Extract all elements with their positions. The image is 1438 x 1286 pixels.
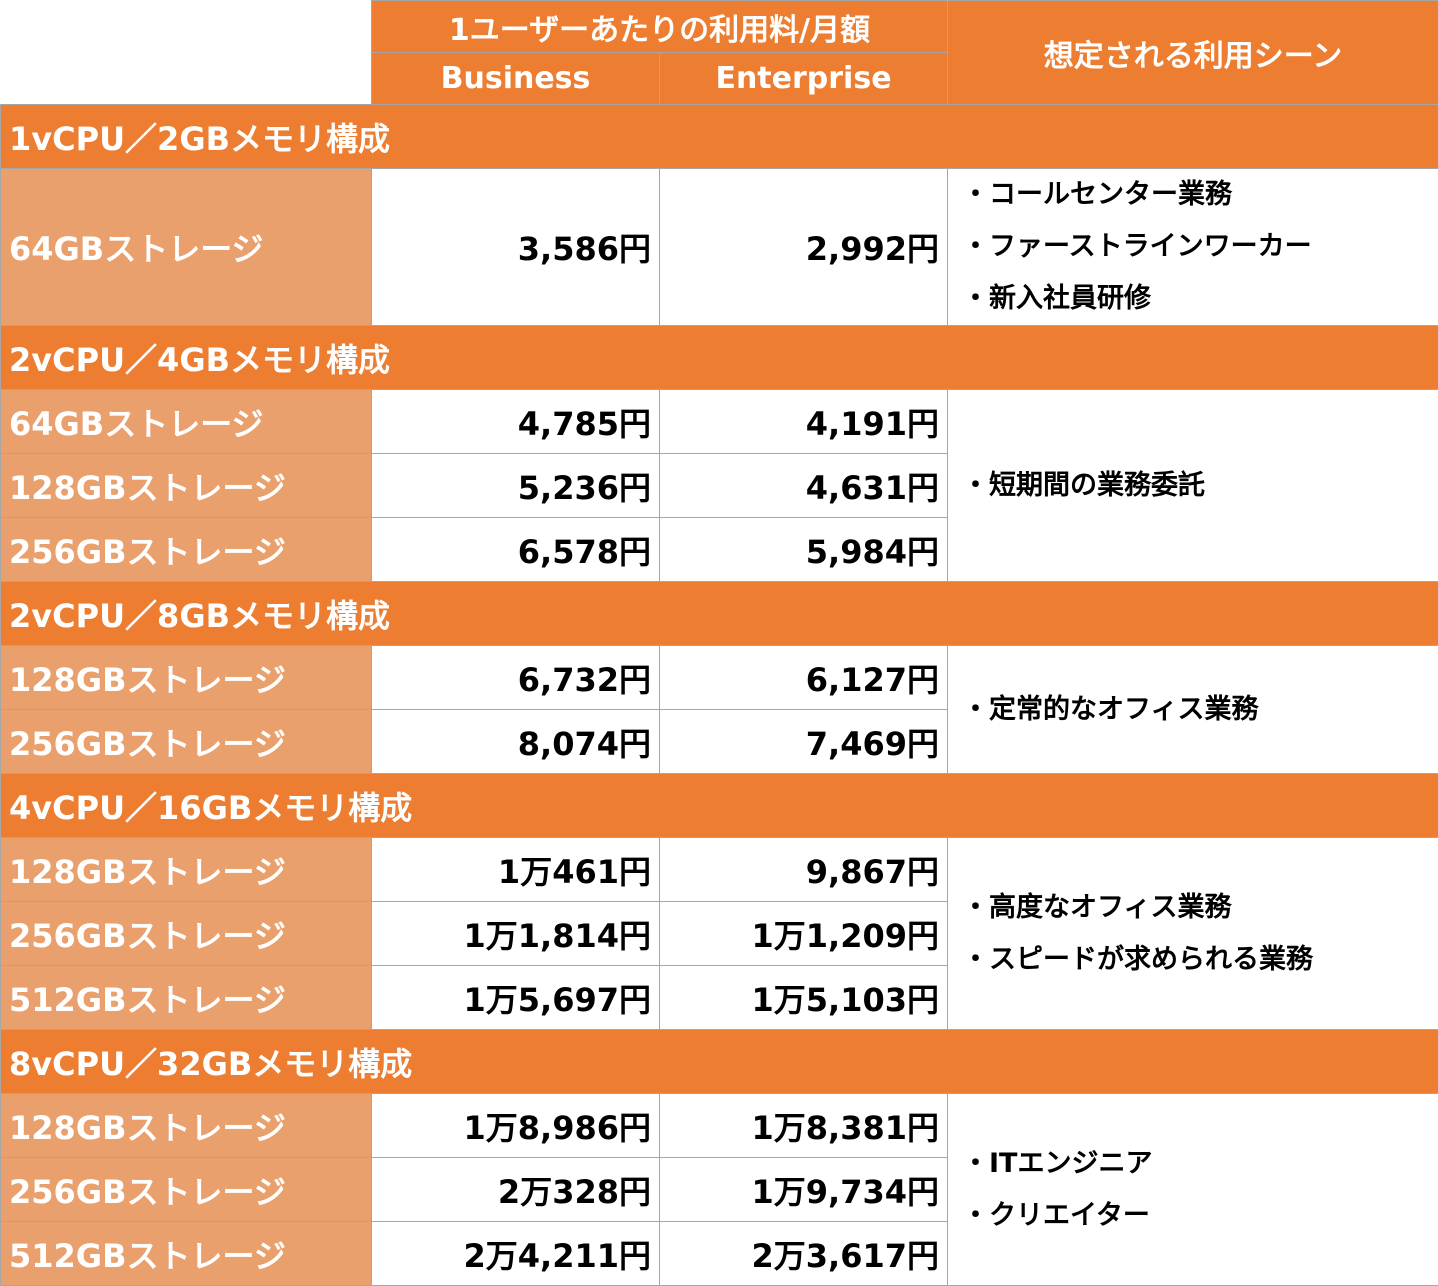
storage-label: 256GBストレージ [0,517,372,582]
enterprise-price: 1万8,381円 [658,1093,949,1158]
usage-scene-cell: ・定常的なオフィス業務 [947,645,1438,774]
storage-label: 128GBストレージ [0,837,372,902]
enterprise-price: 1万5,103円 [658,965,949,1030]
storage-row: 256GBストレージ 6,578円 5,984円 [0,517,1438,582]
business-price: 2万328円 [371,1157,660,1222]
scene-header: 想定される利用シーン [947,0,1438,105]
config-group-title: 2vCPU／8GBメモリ構成 [0,581,1438,646]
storage-row: 256GBストレージ 2万328円 1万9,734円 [0,1157,1438,1222]
business-price: 4,785円 [371,389,660,454]
config-group-row: 8vCPU／32GBメモリ構成 [0,1029,1438,1094]
storage-label: 256GBストレージ [0,1157,372,1222]
config-group-row: 2vCPU／4GBメモリ構成 [0,325,1438,390]
config-group-title: 4vCPU／16GBメモリ構成 [0,773,1438,838]
enterprise-price: 4,191円 [658,389,949,454]
usage-scene-item: ・ファーストラインワーカー [962,231,1312,262]
storage-row: 128GBストレージ 1万461円 9,867円 ・高度なオフィス業務・スピードが求め… [0,837,1438,1030]
storage-label: 128GBストレージ [0,453,372,518]
business-price: 6,578円 [371,517,660,582]
config-group-row: 4vCPU／16GBメモリ構成 [0,773,1438,838]
storage-row: 64GBストレージ 3,586円 2,992円 ・コールセンター業務・ファーストライン… [0,168,1438,326]
config-group-title: 8vCPU／32GBメモリ構成 [0,1029,1438,1094]
business-price: 5,236円 [371,453,660,518]
usage-scene-cell: ・コールセンター業務・ファーストラインワーカー ・新入社員研修 [947,168,1438,326]
storage-row: 512GBストレージ 2万4,211円 2万3,617円 [0,1221,1438,1286]
business-price: 1万5,697円 [371,965,660,1030]
business-price: 8,074円 [371,709,660,774]
usage-scene-item: ・高度なオフィス業務 [962,891,1232,923]
storage-row: 128GBストレージ 5,236円 4,631円 [0,453,1438,518]
usage-scene-item: ・コールセンター業務 [962,179,1233,210]
config-group-title: 1vCPU／2GBメモリ構成 [0,104,1438,169]
business-price: 3,586円 [371,168,660,326]
usage-scene-item: ・スピードが求められる業務 [962,943,1314,975]
storage-row: 128GBストレージ 1万8,986円 1万8,381円 ・ITエンジニア ・クリエイタ… [0,1093,1438,1286]
storage-label: 512GBストレージ [0,1221,372,1286]
storage-label: 64GBストレージ [0,389,372,454]
usage-scene-cell: ・高度なオフィス業務・スピードが求められる業務 [947,837,1438,1030]
enterprise-price: 6,127円 [658,645,949,710]
business-price: 1万1,814円 [371,901,660,966]
header-row-top: 1ユーザーあたりの利用料/月額 想定される利用シーン [0,0,1438,105]
enterprise-header: Enterprise [658,52,949,105]
enterprise-price: 5,984円 [658,517,949,582]
config-group-row: 2vCPU／8GBメモリ構成 [0,581,1438,646]
usage-scene-item: ・ITエンジニア [962,1147,1153,1179]
business-price: 6,732円 [371,645,660,710]
enterprise-price: 1万9,734円 [658,1157,949,1222]
header-row-plans: Business Enterprise [1,52,1438,105]
storage-row: 256GBストレージ 8,074円 7,469円 [0,709,1438,774]
config-group-row: 1vCPU／2GBメモリ構成 [0,104,1438,169]
business-price: 1万461円 [371,837,660,902]
usage-scene-cell: ・短期間の業務委託 [947,389,1438,582]
storage-label: 256GBストレージ [0,709,372,774]
enterprise-price: 2,992円 [658,168,949,326]
storage-row: 128GBストレージ 6,732円 6,127円 ・定常的なオフィス業務 [0,645,1438,774]
enterprise-price: 9,867円 [658,837,949,902]
usage-scene-item: ・新入社員研修 [962,283,1152,314]
enterprise-price: 1万1,209円 [658,901,949,966]
enterprise-price: 4,631円 [658,453,949,518]
corner-cell [0,0,372,105]
business-price: 2万4,211円 [371,1221,660,1286]
monthly-fee-header: 1ユーザーあたりの利用料/月額 [370,0,949,53]
usage-scene-item: ・短期間の業務委託 [962,469,1206,501]
business-header: Business [371,52,660,105]
usage-scene-cell: ・ITエンジニア ・クリエイター [947,1093,1438,1286]
enterprise-price: 2万3,617円 [658,1221,949,1286]
usage-scene-item: ・クリエイター [962,1199,1150,1231]
storage-label: 256GBストレージ [0,901,372,966]
storage-label: 512GBストレージ [0,965,372,1030]
storage-label: 128GBストレージ [0,645,372,710]
storage-row: 64GBストレージ 4,785円 4,191円 ・短期間の業務委託 [0,389,1438,582]
storage-label: 64GBストレージ [0,168,372,326]
storage-label: 128GBストレージ [0,1093,372,1158]
business-price: 1万8,986円 [371,1093,660,1158]
enterprise-price: 7,469円 [658,709,949,774]
storage-row: 256GBストレージ 1万1,814円 1万1,209円 [0,901,1438,966]
usage-scene-item: ・定常的なオフィス業務 [962,693,1259,725]
config-group-title: 2vCPU／4GBメモリ構成 [0,325,1438,390]
